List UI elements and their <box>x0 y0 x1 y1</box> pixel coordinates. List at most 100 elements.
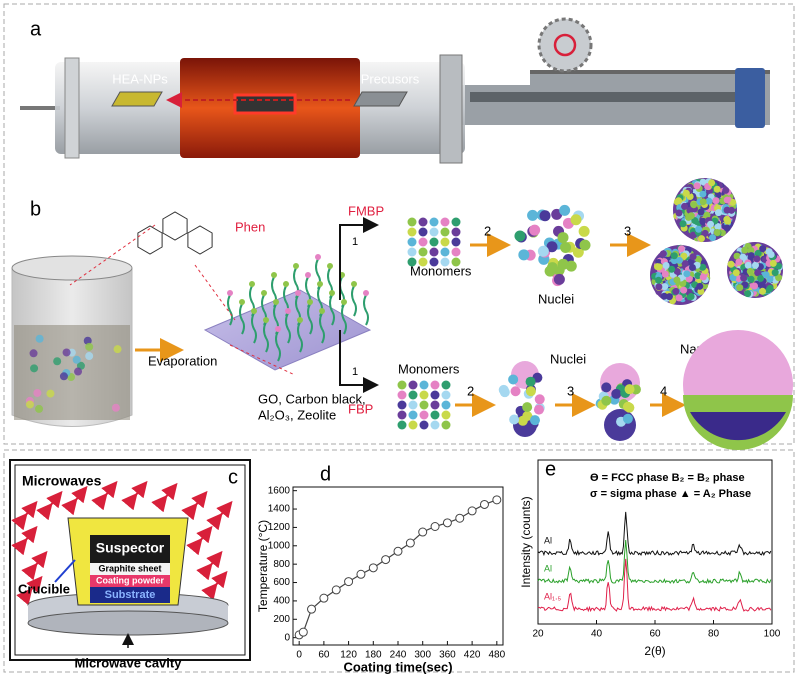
metal <box>275 326 281 332</box>
particle <box>727 260 735 268</box>
rod-slot <box>470 92 750 102</box>
cavity-inner <box>14 464 246 656</box>
particle <box>741 246 749 254</box>
y-tick-label: 1000 <box>268 540 291 551</box>
particle <box>723 215 731 223</box>
microwave <box>11 500 38 531</box>
coating <box>90 575 170 587</box>
particle <box>517 415 528 426</box>
label-supports: GO, Carbon black, <box>258 391 366 406</box>
data-point <box>418 527 428 537</box>
particle <box>683 270 691 278</box>
monomer <box>429 257 439 267</box>
data-point <box>368 563 378 573</box>
particle <box>687 212 695 220</box>
data-point <box>298 627 308 637</box>
particle <box>611 388 622 399</box>
metal <box>293 263 299 269</box>
particle <box>675 294 683 302</box>
monomer <box>407 247 417 257</box>
monomer <box>430 420 440 430</box>
beaker-rim <box>11 255 133 281</box>
monomer <box>408 390 418 400</box>
x-tick-label: 60 <box>649 629 661 640</box>
metal <box>297 317 303 323</box>
step: 3 <box>567 383 574 398</box>
panel-label: c <box>228 466 238 488</box>
label-monomers: Monomers <box>410 263 472 278</box>
rod <box>460 85 770 125</box>
ligand <box>319 312 325 344</box>
particle <box>713 228 721 236</box>
data-point <box>455 513 465 523</box>
particle <box>672 287 680 295</box>
label-route: FBP <box>348 401 373 416</box>
panel-c: c Microwaves Suspector Graphite sheet Co… <box>9 459 251 670</box>
microwave <box>151 482 178 513</box>
label-graphite: Graphite sheet <box>98 563 161 573</box>
particle <box>33 388 42 397</box>
trace-label: Al <box>544 535 552 545</box>
monomer <box>419 380 429 390</box>
particle <box>53 357 62 366</box>
panel-label: d <box>320 463 331 485</box>
metal <box>273 299 279 305</box>
particle <box>707 220 715 228</box>
particle <box>754 269 762 277</box>
particle <box>759 245 767 253</box>
particle <box>665 293 673 301</box>
particle <box>699 190 707 198</box>
monomer <box>418 217 428 227</box>
monomer <box>418 247 428 257</box>
monomer <box>397 380 407 390</box>
particle <box>59 372 68 381</box>
particle <box>699 198 707 206</box>
ligand <box>297 321 303 353</box>
data-point <box>393 546 403 556</box>
metal <box>317 281 323 287</box>
y-axis-title: Intensity (counts) <box>519 496 533 587</box>
panel-label: b <box>30 198 41 220</box>
particle <box>579 239 591 251</box>
ligand <box>341 303 347 335</box>
monomer <box>440 227 450 237</box>
particle <box>677 245 685 253</box>
ligand <box>285 312 291 344</box>
ligand <box>239 303 245 335</box>
particle <box>693 182 701 190</box>
particle <box>111 403 120 412</box>
particle <box>72 355 81 364</box>
metal <box>351 281 357 287</box>
label-route: FMBP <box>348 203 384 218</box>
data-point <box>356 569 366 579</box>
particle <box>744 290 752 298</box>
label-microwaves: Microwaves <box>22 473 102 489</box>
particle <box>744 261 752 269</box>
particle <box>559 204 571 216</box>
ligand <box>307 303 313 335</box>
monomer <box>408 400 418 410</box>
step: 1 <box>352 366 358 378</box>
panel-label: e <box>545 458 556 480</box>
ligand <box>363 294 369 326</box>
particle <box>687 258 695 266</box>
particle <box>509 414 520 425</box>
microwave <box>181 490 208 521</box>
metal <box>283 281 289 287</box>
particle <box>751 261 759 269</box>
metal <box>307 299 313 305</box>
particle <box>679 279 687 287</box>
metal <box>261 290 267 296</box>
ligand <box>263 321 269 353</box>
particle <box>708 179 716 187</box>
particle <box>35 334 44 343</box>
monomer <box>430 380 440 390</box>
particle <box>739 253 747 261</box>
monomer <box>429 247 439 257</box>
particle <box>539 210 551 222</box>
monomer <box>430 410 440 420</box>
zoom-line <box>69 224 156 286</box>
product-particle <box>111 91 163 107</box>
legend-text: σ = sigma phase ▲ = A₂ Phase <box>590 488 751 500</box>
